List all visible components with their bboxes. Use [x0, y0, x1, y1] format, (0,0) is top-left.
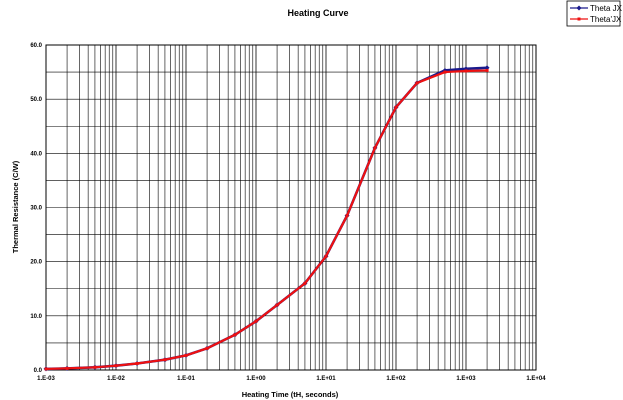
y-tick-label: 10.0	[30, 314, 42, 320]
legend-label-theta-prime-jx: Theta'JX	[590, 15, 622, 24]
data-point	[163, 358, 166, 361]
series-line	[46, 70, 487, 368]
y-tick-label: 20.0	[30, 260, 42, 266]
legend-label-theta-jx: Theta JX	[590, 4, 623, 13]
data-point	[45, 367, 48, 370]
data-point	[346, 214, 349, 217]
x-axis-ticks: 1.E-03 1.E-02 1.E-01 1.E+00 1.E+01 1.E+02 1.E+…	[37, 376, 546, 382]
x-axis-label: Heating Time (tH, seconds)	[242, 390, 339, 399]
data-point	[486, 69, 489, 72]
data-point	[185, 354, 188, 357]
data-point	[303, 282, 306, 285]
data-point	[373, 146, 376, 149]
y-axis-label: Thermal Resistance (C/W)	[11, 160, 20, 253]
legend-marker-theta-prime-jx	[578, 18, 581, 21]
x-tick-label: 1.E-01	[177, 376, 195, 382]
y-axis-ticks: 0.0 10.0 20.0 30.0 40.0 50.0 60.0	[30, 43, 42, 374]
data-point	[325, 255, 328, 258]
data-point	[93, 366, 96, 369]
y-tick-label: 50.0	[30, 97, 42, 103]
x-tick-label: 1.E+00	[246, 376, 266, 382]
data-point	[115, 364, 118, 367]
legend: Theta JX Theta'JX	[567, 1, 623, 26]
data-point	[465, 70, 468, 73]
data-point	[136, 362, 139, 365]
grid-lines	[46, 45, 536, 370]
x-tick-label: 1.E+03	[456, 376, 476, 382]
y-tick-label: 40.0	[30, 151, 42, 157]
data-point	[66, 367, 69, 370]
x-tick-label: 1.E-03	[37, 376, 55, 382]
data-point	[233, 333, 236, 336]
data-point	[206, 347, 209, 350]
x-tick-label: 1.E+02	[386, 376, 406, 382]
data-point	[276, 304, 279, 307]
x-tick-label: 1.E+04	[526, 376, 546, 382]
data-point	[416, 81, 419, 84]
chart-title: Heating Curve	[287, 8, 348, 18]
series-line	[46, 68, 487, 369]
series-theta-prime-jx	[45, 69, 489, 370]
y-tick-label: 0.0	[34, 368, 43, 374]
y-tick-label: 60.0	[30, 43, 42, 49]
data-point	[255, 320, 258, 323]
data-point	[395, 106, 398, 109]
x-tick-label: 1.E+01	[316, 376, 336, 382]
y-tick-label: 30.0	[30, 206, 42, 212]
x-tick-label: 1.E-02	[107, 376, 125, 382]
series-theta-jx	[44, 65, 490, 371]
data-point	[443, 71, 446, 74]
series-layer	[44, 65, 490, 371]
